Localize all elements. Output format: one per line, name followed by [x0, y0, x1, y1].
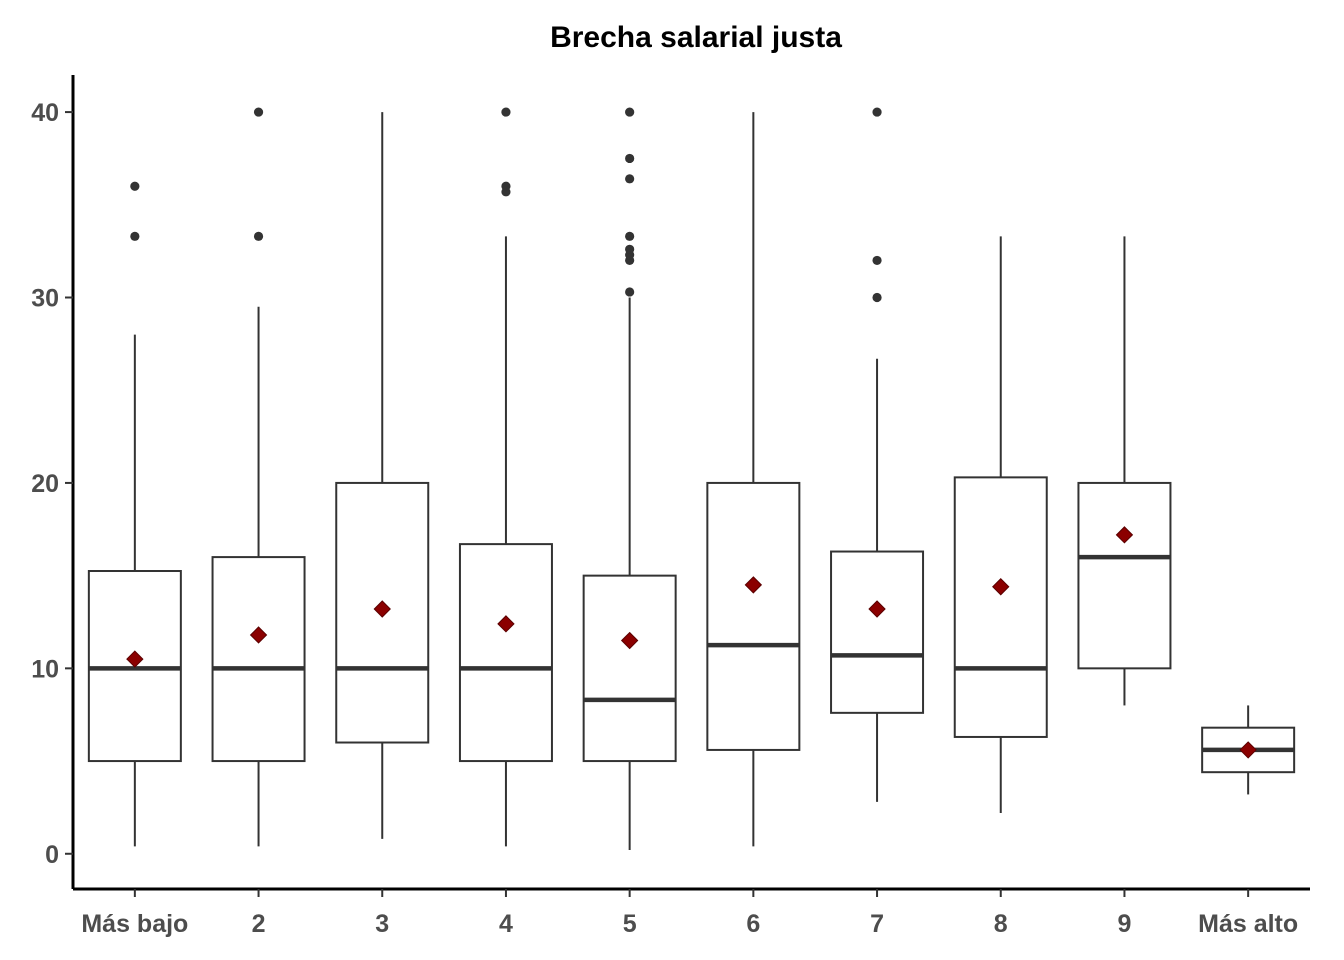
mean-marker: [620, 631, 639, 650]
mean-marker: [744, 576, 763, 594]
outlier-point: [130, 181, 140, 191]
y-tick-label: 10: [31, 655, 59, 683]
y-tick-label: 20: [31, 470, 59, 498]
box: [953, 476, 1048, 738]
y-tick-label: 40: [31, 99, 59, 127]
box-group: [706, 112, 801, 847]
outlier-point: [501, 181, 511, 191]
box-group: [953, 236, 1048, 813]
x-tick-label: Más bajo: [81, 910, 188, 938]
box-group: [211, 107, 306, 847]
plot-area: [87, 107, 1296, 851]
box: [706, 481, 801, 751]
x-tick-label: 6: [746, 910, 760, 938]
box: [458, 543, 553, 763]
outlier-point: [130, 231, 140, 241]
box-group: [87, 181, 182, 847]
outlier-point: [253, 107, 264, 117]
mean-marker: [1239, 741, 1257, 759]
box: [1077, 481, 1172, 670]
outlier-point: [625, 107, 635, 117]
box-group: [830, 107, 925, 802]
mean-marker: [126, 650, 144, 668]
x-tick-label: 7: [870, 910, 884, 938]
outlier-point: [872, 255, 882, 266]
box-group: [582, 107, 677, 851]
y-tick-label: 0: [45, 841, 59, 869]
mean-marker: [868, 600, 886, 618]
x-tick-label: 3: [375, 910, 389, 938]
mean-marker: [249, 626, 268, 644]
x-tick-label: 2: [252, 910, 266, 938]
outlier-point: [501, 107, 511, 117]
box: [582, 574, 677, 763]
mean-marker: [992, 578, 1010, 596]
mean-marker: [497, 615, 515, 633]
outlier-point: [625, 244, 635, 254]
outlier-point: [872, 292, 882, 303]
outlier-point: [625, 153, 635, 164]
box-group: [1077, 236, 1172, 706]
mean-marker: [1115, 526, 1134, 544]
outlier-point: [872, 107, 882, 117]
box-group: [1201, 705, 1296, 795]
outlier-point: [625, 231, 635, 241]
box: [211, 556, 306, 763]
x-tick-label: 4: [499, 910, 513, 938]
chart-title: Brecha salarial justa: [550, 21, 842, 54]
x-tick-label: 8: [994, 910, 1008, 938]
mean-marker: [373, 600, 391, 618]
outlier-point: [625, 287, 635, 297]
x-tick-label: Más alto: [1198, 910, 1298, 938]
box: [830, 550, 925, 714]
x-tick-label: 5: [623, 910, 637, 938]
y-tick-label: 30: [31, 285, 59, 313]
y-axis: 0 10 20 30 40: [31, 75, 75, 889]
x-axis: Más bajo 2 3 4 5 6 7 8 9 Más alto: [73, 887, 1310, 938]
box-group: [458, 107, 553, 847]
outlier-point: [625, 174, 635, 184]
outlier-point: [253, 231, 264, 241]
x-tick-label: 9: [1117, 910, 1131, 938]
box-group: [335, 112, 430, 839]
